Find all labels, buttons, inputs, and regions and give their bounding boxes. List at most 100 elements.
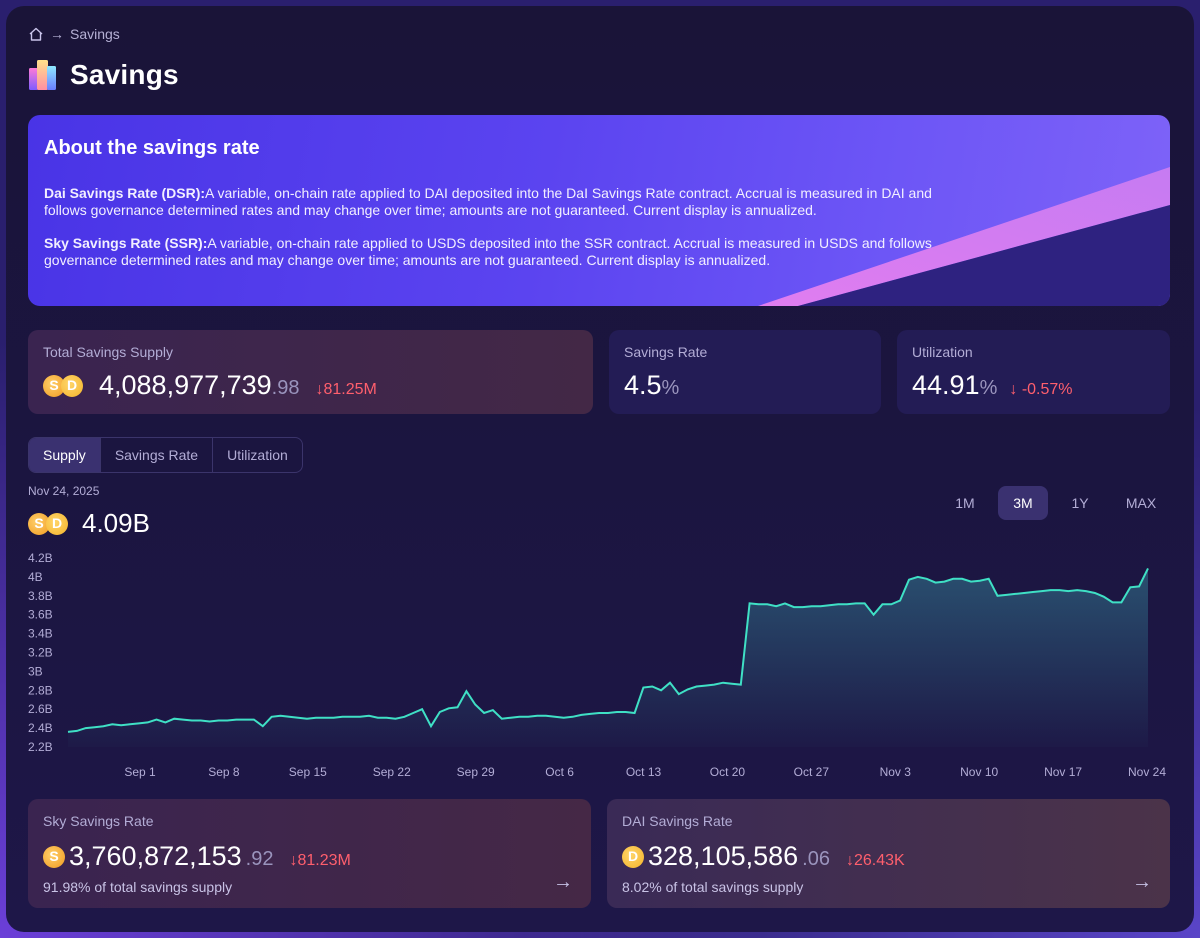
sky-savings-share: 91.98% of total savings supply xyxy=(43,879,232,895)
total-supply-value-row: S D 4,088,977,739.98 ↓81.25M xyxy=(43,370,377,401)
chart-date: Nov 24, 2025 xyxy=(28,484,100,498)
ssr-text: A variable, on-chain rate applied to USD… xyxy=(44,235,932,268)
total-supply-label: Total Savings Supply xyxy=(43,344,173,360)
x-tick-label: Sep 15 xyxy=(289,765,327,779)
x-tick-label: Nov 10 xyxy=(960,765,998,779)
about-savings-panel: About the savings rate Dai Savings Rate … xyxy=(28,115,1170,306)
x-tick-label: Oct 13 xyxy=(626,765,662,779)
dsr-description: Dai Savings Rate (DSR):A variable, on-ch… xyxy=(44,185,944,219)
utilization-label: Utilization xyxy=(912,344,973,360)
dsr-title: Dai Savings Rate (DSR): xyxy=(44,185,206,201)
savings-rate-unit: % xyxy=(661,377,680,399)
savings-logo-icon xyxy=(29,60,56,90)
utilization-card: Utilization 44.91% ↓ -0.57% xyxy=(897,330,1170,414)
dai-coin-icon: D xyxy=(61,374,83,397)
supply-chart: 4.2B 4B 3.8B 3.6B 3.4B 3.2B 3B 2.8B 2.6B 2.4B 2.2B… xyxy=(28,551,1166,779)
utilization-value: 44.91 xyxy=(912,370,980,400)
ssr-title: Sky Savings Rate (SSR): xyxy=(44,235,208,251)
dai-savings-change: ↓26.43K xyxy=(845,852,905,869)
arrow-right-icon[interactable]: → xyxy=(1132,871,1152,893)
dai-savings-value-row: D 328,105,586.06 ↓26.43K xyxy=(622,841,905,872)
y-tick-label: 2.2B xyxy=(28,740,53,754)
range-3m[interactable]: 3M xyxy=(998,486,1048,520)
dai-savings-change-value: 26.43K xyxy=(853,852,905,869)
dai-savings-value: 328,105,586 xyxy=(648,841,799,871)
supply-line xyxy=(67,567,1149,733)
y-tick-label: 3.6B xyxy=(28,608,53,622)
decorative-stripe-icon xyxy=(758,167,1170,306)
total-supply-card: Total Savings Supply S D 4,088,977,739.9… xyxy=(28,330,593,414)
sky-savings-change: ↓81.23M xyxy=(289,852,351,869)
y-tick-label: 2.8B xyxy=(28,683,53,697)
page-title: Savings xyxy=(70,59,179,90)
sky-savings-value-row: S 3,760,872,153.92 ↓81.23M xyxy=(43,841,351,872)
chart-current-value: 4.09B xyxy=(82,508,150,538)
sky-savings-value: 3,760,872,153 xyxy=(69,841,242,871)
about-heading: About the savings rate xyxy=(44,137,260,159)
x-tick-label: Oct 27 xyxy=(794,765,830,779)
page-header: Savings xyxy=(28,58,179,92)
sky-share-value: 91.98% xyxy=(43,879,91,895)
sky-savings-card[interactable]: Sky Savings Rate S 3,760,872,153.92 ↓81.… xyxy=(28,799,591,908)
tab-utilization[interactable]: Utilization xyxy=(227,447,288,463)
y-tick-label: 2.6B xyxy=(28,702,53,716)
range-max[interactable]: MAX xyxy=(1125,495,1157,511)
y-tick-label: 3.2B xyxy=(28,646,53,660)
x-tick-label: Oct 20 xyxy=(710,765,746,779)
y-tick-label: 4B xyxy=(28,570,43,584)
breadcrumb-item-savings[interactable]: Savings xyxy=(70,26,120,42)
savings-rate-label: Savings Rate xyxy=(624,344,708,360)
total-supply-value: 4,088,977,739 xyxy=(99,370,272,400)
y-tick-label: 3.8B xyxy=(28,589,53,603)
usds-coin-icon: S xyxy=(43,374,65,397)
utilization-change-value: -0.57% xyxy=(1021,381,1073,398)
sky-share-label: of total savings supply xyxy=(94,879,233,895)
x-tick-label: Nov 17 xyxy=(1044,765,1082,779)
breadcrumb-arrow-icon: → xyxy=(50,26,64,42)
utilization-value-row: 44.91% ↓ -0.57% xyxy=(912,370,1073,401)
range-1y[interactable]: 1Y xyxy=(1071,495,1089,511)
usds-coin-icon: S xyxy=(28,512,50,535)
range-1m[interactable]: 1M xyxy=(955,495,975,511)
x-tick-label: Sep 22 xyxy=(373,765,411,779)
utilization-unit: % xyxy=(979,377,998,399)
chart-current-value-row: S D 4.09B xyxy=(28,508,150,539)
dai-savings-card[interactable]: DAI Savings Rate D 328,105,586.06 ↓26.43… xyxy=(607,799,1170,908)
ssr-description: Sky Savings Rate (SSR):A variable, on-ch… xyxy=(44,235,944,269)
dai-share-label: of total savings supply xyxy=(665,879,804,895)
dai-savings-label: DAI Savings Rate xyxy=(622,813,733,829)
arrow-right-icon[interactable]: → xyxy=(553,871,573,893)
sky-savings-label: Sky Savings Rate xyxy=(43,813,154,829)
savings-rate-value-row: 4.5% xyxy=(624,370,679,401)
y-tick-label: 2.4B xyxy=(28,721,53,735)
x-tick-label: Oct 6 xyxy=(545,765,574,779)
tab-savings-rate[interactable]: Savings Rate xyxy=(101,438,214,472)
utilization-change: ↓ -0.57% xyxy=(1009,381,1073,398)
savings-rate-card: Savings Rate 4.5% xyxy=(609,330,881,414)
total-supply-change-value: 81.25M xyxy=(323,381,377,398)
x-tick-label: Sep 1 xyxy=(124,765,156,779)
supply-area xyxy=(68,568,1148,747)
sky-savings-decimals: .92 xyxy=(245,848,274,870)
dai-share-value: 8.02% xyxy=(622,879,662,895)
y-tick-label: 3B xyxy=(28,664,43,678)
x-tick-label: Sep 29 xyxy=(457,765,495,779)
dai-coin-icon: D xyxy=(622,845,644,868)
y-tick-label: 4.2B xyxy=(28,551,53,565)
coin-pair: S D xyxy=(43,374,83,397)
app-window: → Savings Savings About the savings xyxy=(6,6,1194,932)
dai-savings-share: 8.02% of total savings supply xyxy=(622,879,803,895)
x-tick-label: Nov 3 xyxy=(880,765,912,779)
x-tick-label: Nov 24 xyxy=(1128,765,1166,779)
y-tick-label: 3.4B xyxy=(28,627,53,641)
chart-tabs: Supply Savings Rate Utilization xyxy=(28,437,303,473)
dai-coin-icon: D xyxy=(46,512,68,535)
home-icon[interactable] xyxy=(28,26,44,42)
tab-supply[interactable]: Supply xyxy=(29,438,101,472)
sky-savings-change-value: 81.23M xyxy=(297,852,351,869)
total-supply-decimals: .98 xyxy=(271,377,300,399)
dsr-text: A variable, on-chain rate applied to DAI… xyxy=(44,185,932,218)
total-supply-change: ↓81.25M xyxy=(315,381,377,398)
breadcrumb: → Savings xyxy=(28,26,120,42)
x-tick-label: Sep 8 xyxy=(208,765,240,779)
